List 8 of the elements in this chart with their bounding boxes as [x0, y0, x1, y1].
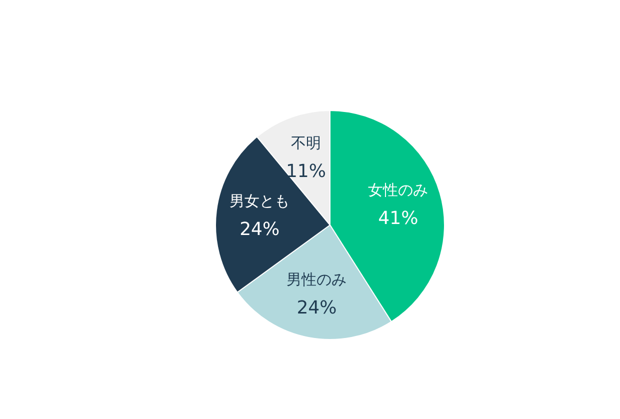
data-label: 24%	[296, 297, 337, 318]
slice-label: 男性のみ	[286, 270, 347, 289]
data-label: 41%	[378, 208, 418, 229]
slice-label: 男女とも	[230, 192, 290, 210]
slice-label: 不明	[290, 134, 321, 152]
slice-label: 女性のみ	[368, 181, 428, 200]
data-label: 24%	[240, 218, 280, 240]
data-label: 11%	[286, 160, 326, 182]
